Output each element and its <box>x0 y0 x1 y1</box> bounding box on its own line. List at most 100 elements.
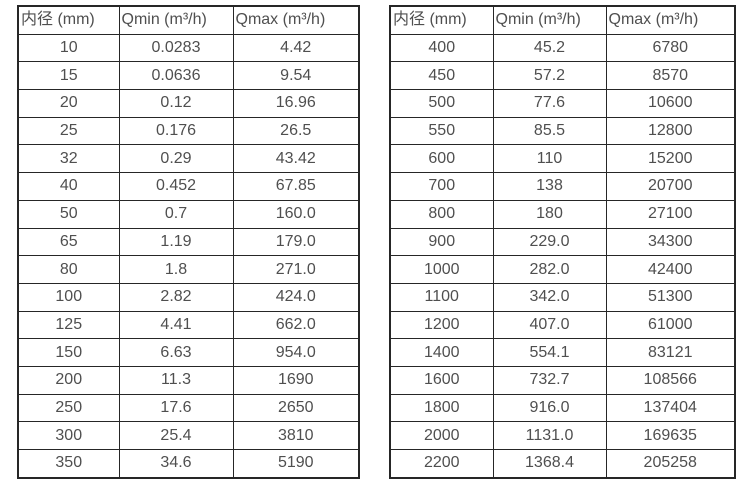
table-row: 700 138 20700 <box>389 172 736 201</box>
table-row: 1800 916.0 137404 <box>389 393 736 423</box>
table-row: 800 180 27100 <box>389 199 736 229</box>
table-cell: 10600 <box>605 89 736 118</box>
table-cell: 65 <box>17 227 120 257</box>
table-cell: 12800 <box>605 116 736 146</box>
table-row: 350 34.6 5190 <box>17 448 360 479</box>
table-cell: 11.3 <box>118 365 234 395</box>
table-cell: 40 <box>17 172 120 201</box>
table-row: 125 4.41 662.0 <box>17 310 360 340</box>
table-row: 1600 732.7 108566 <box>389 365 736 395</box>
table-cell: 27100 <box>605 199 736 229</box>
table-row: 1100 342.0 51300 <box>389 282 736 312</box>
table-row: 50 0.7 160.0 <box>17 199 360 229</box>
column-header: 内径 (mm) <box>389 5 494 35</box>
table-cell: 10 <box>17 33 120 63</box>
table-cell: 4.41 <box>118 310 234 340</box>
table-cell: 550 <box>389 116 494 146</box>
table-cell: 16.96 <box>232 89 360 118</box>
table-cell: 125 <box>17 310 120 340</box>
table-cell: 205258 <box>605 448 736 479</box>
table-row: 15 0.0636 9.54 <box>17 61 360 91</box>
large-diameter-flow-table: 内径 (mm) Qmin (m³/h) Qmax (m³/h) 400 45.2 678… <box>389 5 736 479</box>
table-row: 500 77.6 10600 <box>389 89 736 118</box>
table-row: 65 1.19 179.0 <box>17 227 360 257</box>
table-cell: 407.0 <box>492 310 607 340</box>
table-row: 1400 554.1 83121 <box>389 338 736 367</box>
table-cell: 34300 <box>605 227 736 257</box>
table-row: 1200 407.0 61000 <box>389 310 736 340</box>
table-row: 40 0.452 67.85 <box>17 172 360 201</box>
table-cell: 200 <box>17 365 120 395</box>
table-cell: 2200 <box>389 448 494 479</box>
table-row: 10 0.0283 4.42 <box>17 33 360 63</box>
column-header: Qmin (m³/h) <box>492 5 607 35</box>
table-row: 25 0.176 26.5 <box>17 116 360 146</box>
table-cell: 51300 <box>605 282 736 312</box>
table-cell: 6.63 <box>118 338 234 367</box>
table-cell: 100 <box>17 282 120 312</box>
table-cell: 662.0 <box>232 310 360 340</box>
table-cell: 26.5 <box>232 116 360 146</box>
table-cell: 400 <box>389 33 494 63</box>
column-header: 内径 (mm) <box>17 5 120 35</box>
table-cell: 17.6 <box>118 393 234 423</box>
table-cell: 250 <box>17 393 120 423</box>
header-row: 内径 (mm) Qmin (m³/h) Qmax (m³/h) <box>17 5 360 35</box>
table-row: 300 25.4 3810 <box>17 421 360 450</box>
table-row: 450 57.2 8570 <box>389 61 736 91</box>
table-cell: 32 <box>17 144 120 174</box>
table-cell: 1.8 <box>118 255 234 284</box>
table-cell: 2650 <box>232 393 360 423</box>
table-row: 100 2.82 424.0 <box>17 282 360 312</box>
table-row: 600 110 15200 <box>389 144 736 174</box>
table-cell: 20 <box>17 89 120 118</box>
table-cell: 800 <box>389 199 494 229</box>
table-cell: 43.42 <box>232 144 360 174</box>
table-row: 1000 282.0 42400 <box>389 255 736 284</box>
table-cell: 342.0 <box>492 282 607 312</box>
table-cell: 169635 <box>605 421 736 450</box>
table-cell: 20700 <box>605 172 736 201</box>
table-row: 200 11.3 1690 <box>17 365 360 395</box>
table-row: 32 0.29 43.42 <box>17 144 360 174</box>
table-cell: 450 <box>389 61 494 91</box>
table-cell: 1100 <box>389 282 494 312</box>
table-cell: 1800 <box>389 393 494 423</box>
column-header: Qmax (m³/h) <box>605 5 736 35</box>
table-cell: 67.85 <box>232 172 360 201</box>
table-cell: 110 <box>492 144 607 174</box>
table-cell: 1600 <box>389 365 494 395</box>
table-cell: 61000 <box>605 310 736 340</box>
table-cell: 2.82 <box>118 282 234 312</box>
table-cell: 0.7 <box>118 199 234 229</box>
table-row: 150 6.63 954.0 <box>17 338 360 367</box>
table-cell: 179.0 <box>232 227 360 257</box>
table-cell: 6780 <box>605 33 736 63</box>
table-cell: 160.0 <box>232 199 360 229</box>
table-row: 900 229.0 34300 <box>389 227 736 257</box>
table-cell: 282.0 <box>492 255 607 284</box>
table-cell: 138 <box>492 172 607 201</box>
table-cell: 1200 <box>389 310 494 340</box>
table-cell: 916.0 <box>492 393 607 423</box>
table-cell: 180 <box>492 199 607 229</box>
table-cell: 0.0283 <box>118 33 234 63</box>
table-cell: 700 <box>389 172 494 201</box>
table-cell: 9.54 <box>232 61 360 91</box>
header-row: 内径 (mm) Qmin (m³/h) Qmax (m³/h) <box>389 5 736 35</box>
table-row: 550 85.5 12800 <box>389 116 736 146</box>
table-cell: 1690 <box>232 365 360 395</box>
table-cell: 0.452 <box>118 172 234 201</box>
table-cell: 50 <box>17 199 120 229</box>
table-cell: 83121 <box>605 338 736 367</box>
table-row: 80 1.8 271.0 <box>17 255 360 284</box>
table-cell: 0.176 <box>118 116 234 146</box>
table-cell: 1368.4 <box>492 448 607 479</box>
table-cell: 34.6 <box>118 448 234 479</box>
table-cell: 80 <box>17 255 120 284</box>
table-cell: 600 <box>389 144 494 174</box>
table-cell: 1400 <box>389 338 494 367</box>
table-cell: 271.0 <box>232 255 360 284</box>
table-cell: 954.0 <box>232 338 360 367</box>
